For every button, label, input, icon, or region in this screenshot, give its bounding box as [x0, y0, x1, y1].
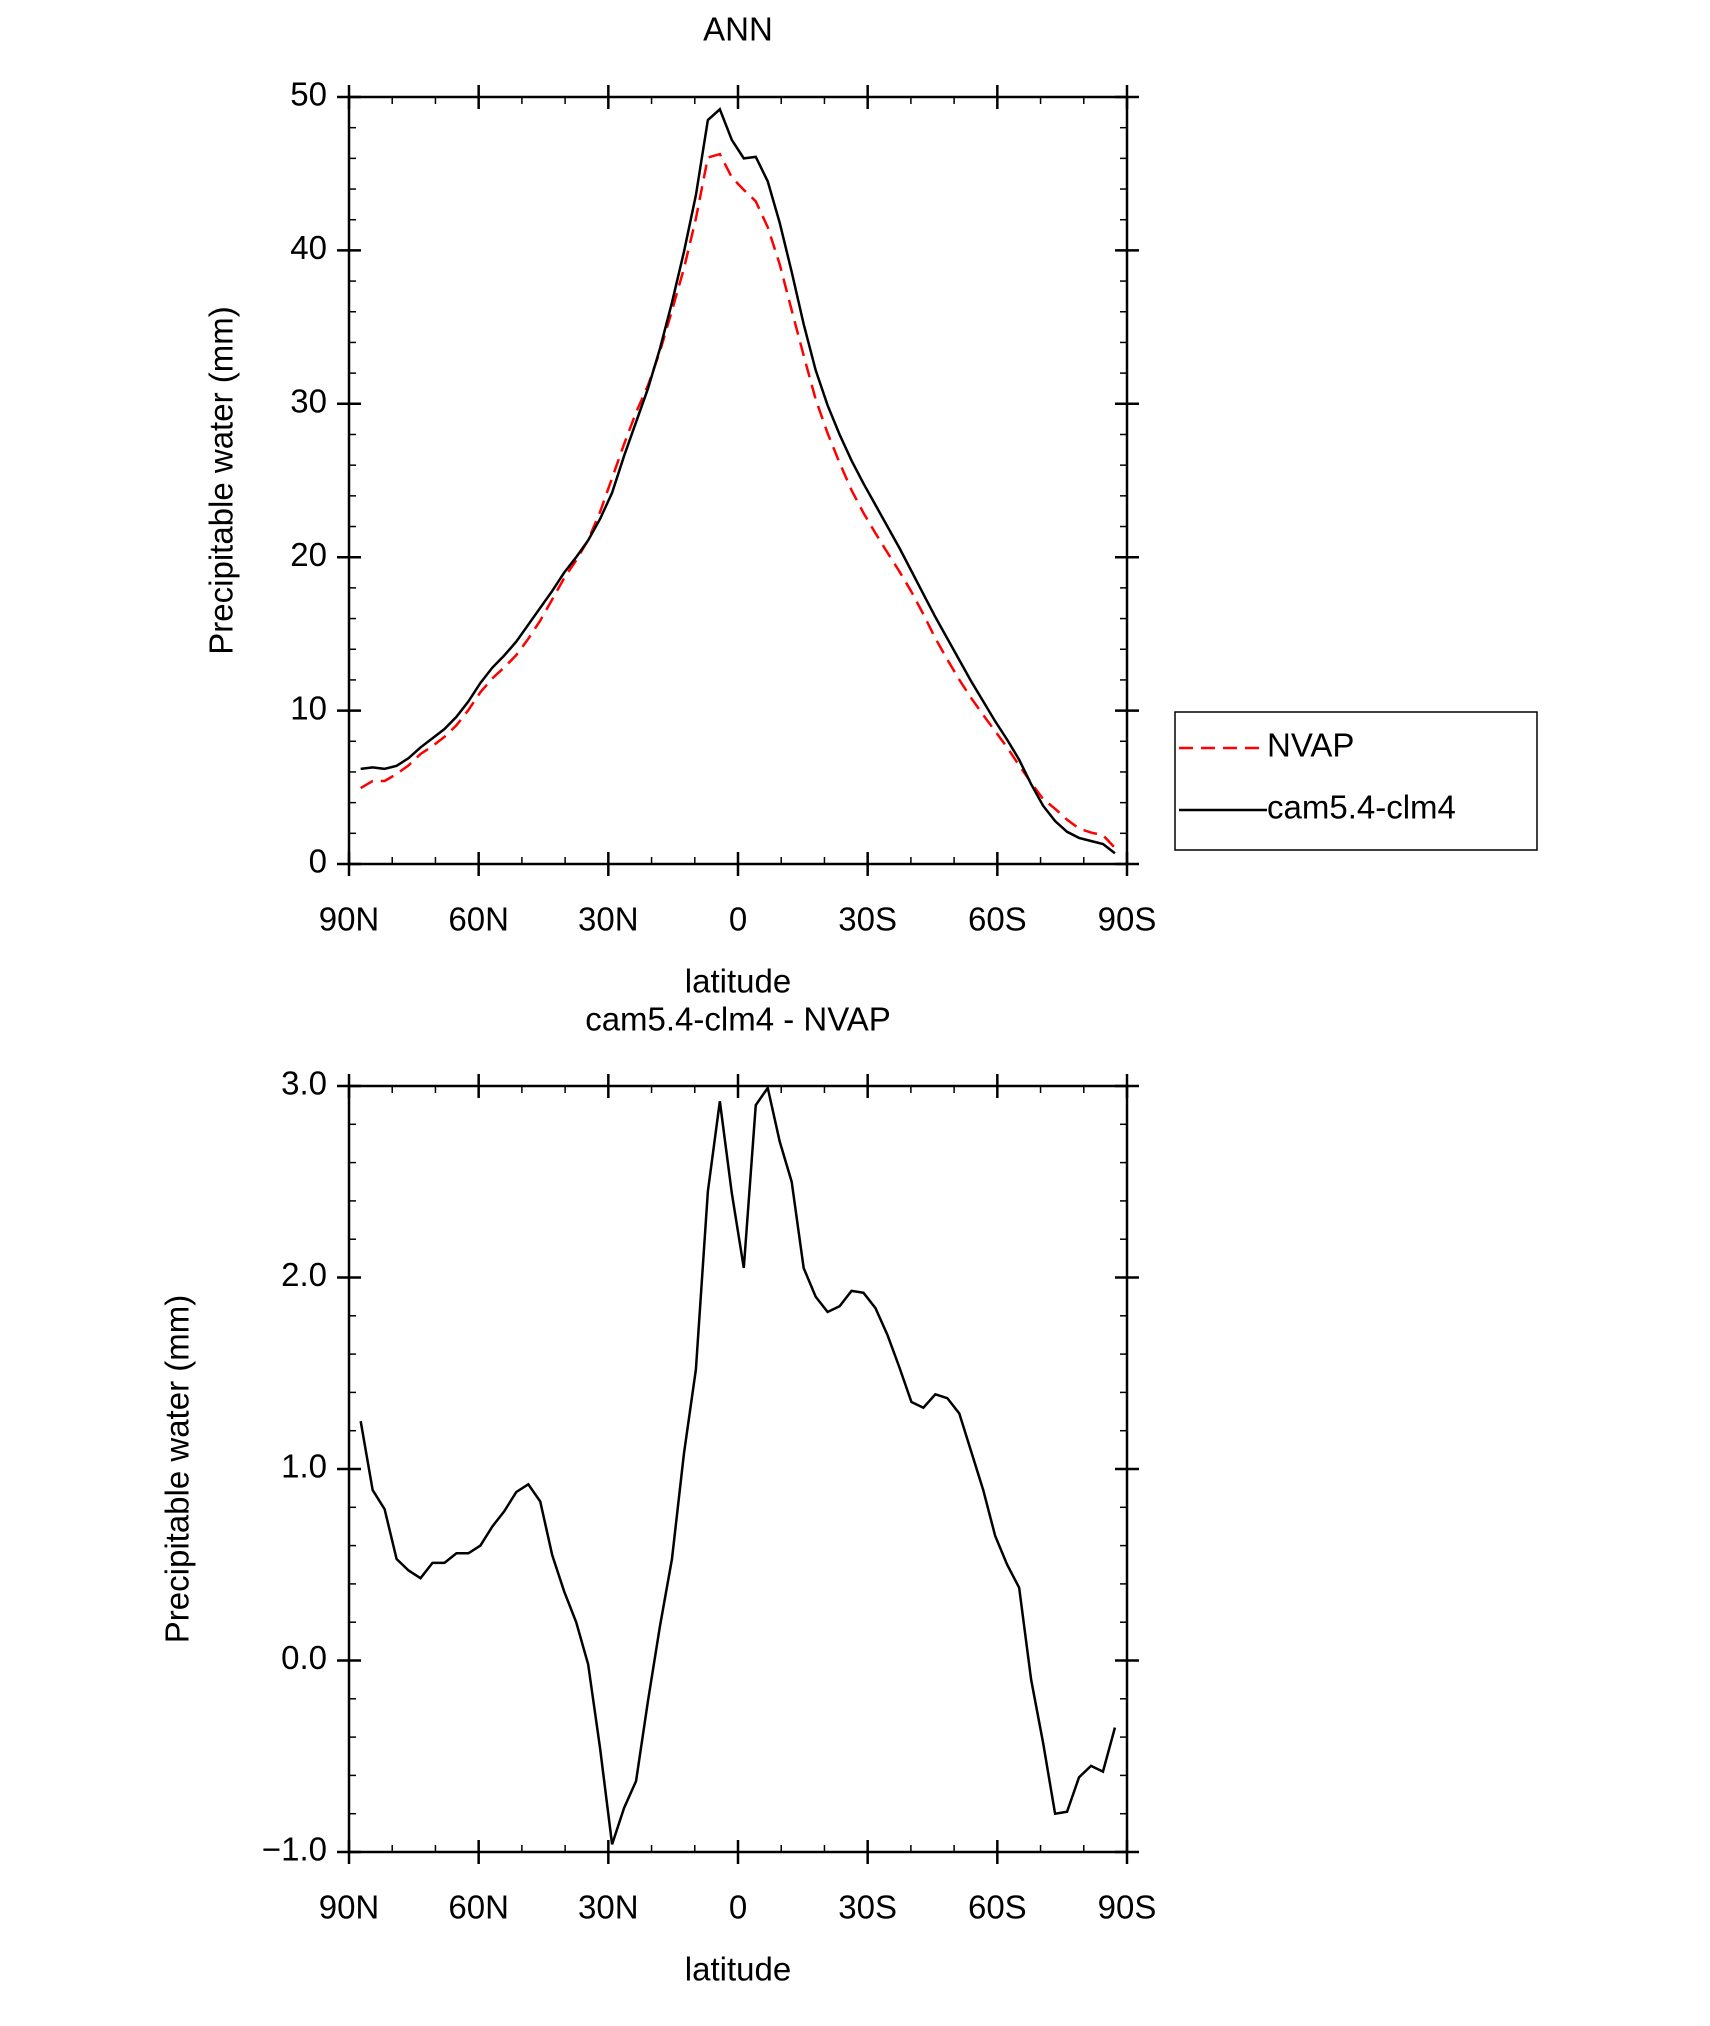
y-axis-label: Precipitable water (mm) — [203, 306, 240, 654]
y-tick-label: 20 — [290, 536, 327, 573]
y-tick-label: 50 — [290, 76, 327, 113]
x-tick-label: 90S — [1098, 1889, 1157, 1926]
y-tick-label: 1.0 — [281, 1448, 327, 1485]
data-line — [360, 107, 1116, 855]
x-tick-label: 0 — [729, 901, 747, 938]
x-tick-label: 90N — [319, 1889, 380, 1926]
data-line — [359, 1084, 1117, 1845]
plot-frame — [347, 95, 1129, 866]
y-tick-label: 0 — [309, 843, 327, 880]
x-tick-label: 90N — [319, 901, 380, 938]
x-tick-label: 60S — [968, 1889, 1027, 1926]
data-line — [360, 152, 1116, 849]
x-tick-label: 30S — [838, 1889, 897, 1926]
chart-title: cam5.4-clm4 - NVAP — [585, 1001, 891, 1038]
y-tick-label: 30 — [290, 383, 327, 420]
y-tick-label: 40 — [290, 229, 327, 266]
x-tick-label: 30S — [838, 901, 897, 938]
y-tick-label: 3.0 — [281, 1065, 327, 1102]
y-axis-label: Precipitable water (mm) — [159, 1295, 196, 1643]
x-tick-label: 0 — [729, 1889, 747, 1926]
x-tick-label: 30N — [578, 901, 639, 938]
y-tick-label: 0.0 — [281, 1639, 327, 1676]
x-tick-label: 90S — [1098, 901, 1157, 938]
y-tick-label: −1.0 — [262, 1831, 327, 1868]
legend-box — [1174, 711, 1538, 851]
chart-title: ANN — [703, 11, 773, 48]
legend-label: cam5.4-clm4 — [1267, 789, 1456, 826]
y-tick-label: 2.0 — [281, 1256, 327, 1293]
plot-frame — [347, 1084, 1129, 1854]
x-tick-label: 60N — [448, 1889, 509, 1926]
x-axis-label: latitude — [685, 963, 791, 1000]
y-tick-label: 10 — [290, 689, 327, 726]
x-tick-label: 60N — [448, 901, 509, 938]
x-tick-label: 60S — [968, 901, 1027, 938]
legend-label: NVAP — [1267, 727, 1354, 764]
x-tick-label: 30N — [578, 1889, 639, 1926]
x-axis-label: latitude — [685, 1951, 791, 1988]
